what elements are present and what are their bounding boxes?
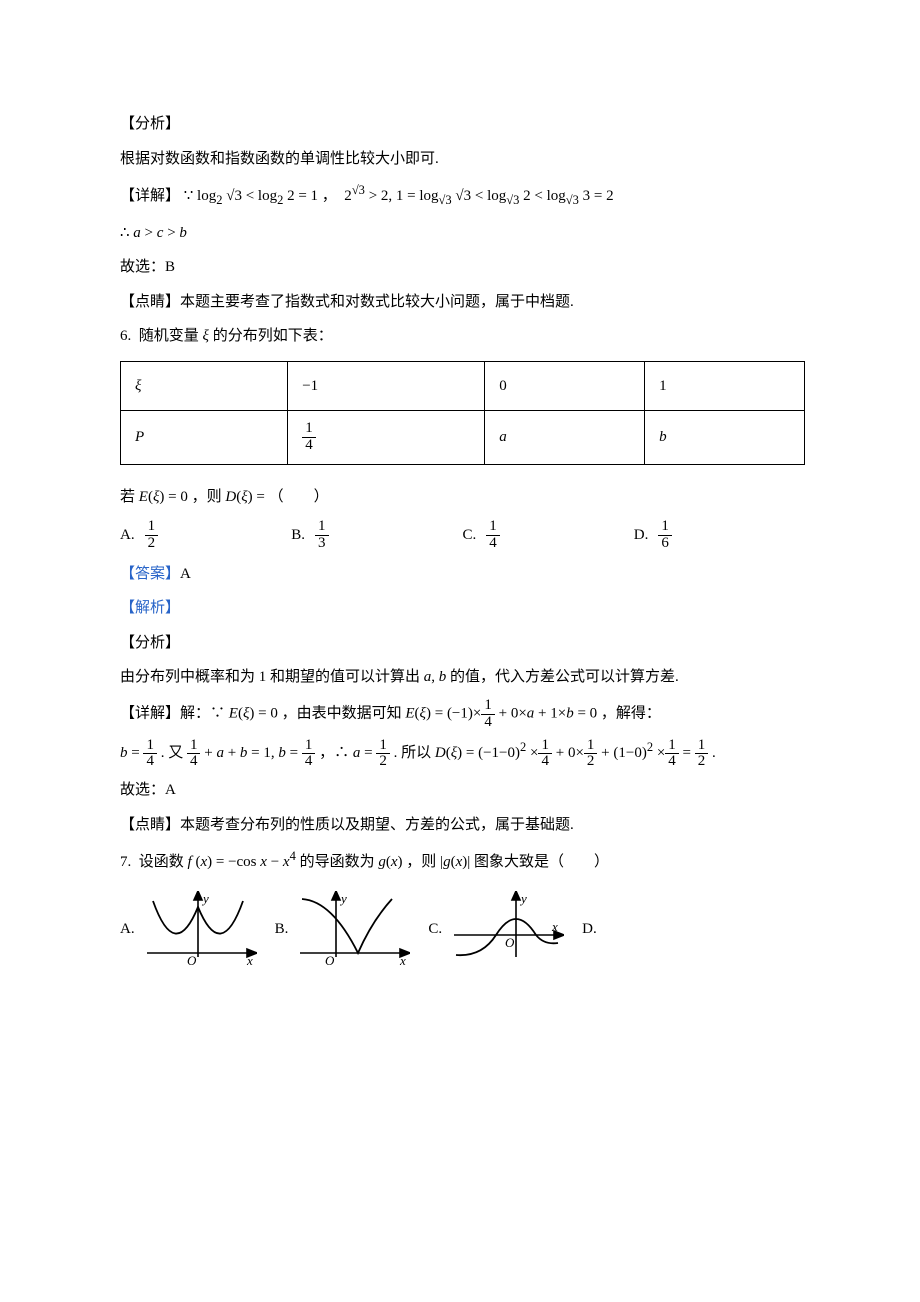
option-label: C. <box>428 915 442 944</box>
q6-stem-text: 随机变量 ξ 的分布列如下表： <box>139 328 333 344</box>
q7-number: 7. <box>120 854 131 870</box>
graph-b-svg: y O x <box>292 891 410 969</box>
q6-analysis-label: 【分析】 <box>120 629 805 658</box>
analysis-label: 【分析】 <box>120 110 805 139</box>
option-label: D. <box>634 521 649 550</box>
table-cell: b <box>645 411 805 465</box>
q6-question: 若 E(ξ) = 0 ，则 D(ξ) = （ ） <box>120 483 805 512</box>
table-cell: ξ <box>121 361 288 411</box>
option-c-graph: C. y O x <box>428 891 564 969</box>
table-row: P 14 a b <box>121 411 805 465</box>
option-label: A. <box>120 915 135 944</box>
svg-text:x: x <box>399 953 406 968</box>
option-label: B. <box>275 915 289 944</box>
q7-options: A. y O x B. y O x <box>120 891 805 969</box>
option-label: C. <box>463 521 477 550</box>
q6-analysis-text: 由分布列中概率和为 1 和期望的值可以计算出 a, b 的值，代入方差公式可以计… <box>120 663 805 692</box>
answer-line: 【答案】A <box>120 560 805 589</box>
option-b: B.13 <box>291 519 462 552</box>
distribution-table: ξ −1 0 1 P 14 a b <box>120 361 805 465</box>
svg-text:y: y <box>201 891 209 906</box>
q6-number: 6. <box>120 328 131 344</box>
q7-stem: 7. 设函数 f (x) = −cos x − x4 的导函数为 g(x) ，则… <box>120 845 805 877</box>
q6-stem: 6. 随机变量 ξ 的分布列如下表： <box>120 322 805 351</box>
table-row: ξ −1 0 1 <box>121 361 805 411</box>
svg-text:O: O <box>187 953 197 968</box>
detail-line: 【详解】 ∵ log2 √3 < log2 2 = 1 ， 2√3 > 2, 1… <box>120 179 805 213</box>
dianjing-1: 【点睛】本题主要考查了指数式和对数式比较大小问题，属于中档题. <box>120 288 805 317</box>
hence-line-2: 故选：A <box>120 776 805 805</box>
option-a: A.12 <box>120 519 291 552</box>
option-a-graph: A. y O x <box>120 891 257 969</box>
hence-line-1: 故选：B <box>120 253 805 282</box>
option-b-graph: B. y O x <box>275 891 411 969</box>
dianjing-text: 本题考查分布列的性质以及期望、方差的公式，属于基础题. <box>180 817 574 833</box>
option-c: C.14 <box>463 519 634 552</box>
option-label: D. <box>582 915 597 944</box>
therefore-line: ∴ a > c > b <box>120 219 805 248</box>
graph-c-svg: y O x <box>446 891 564 969</box>
table-cell: 14 <box>288 411 485 465</box>
option-label: B. <box>291 521 305 550</box>
option-label: A. <box>120 521 135 550</box>
analysis-text: 根据对数函数和指数函数的单调性比较大小即可. <box>120 145 805 174</box>
svg-text:x: x <box>246 953 253 968</box>
svg-text:O: O <box>325 953 335 968</box>
answer-value: A <box>180 566 191 582</box>
graph-a-svg: y O x <box>139 891 257 969</box>
table-cell: 0 <box>485 361 645 411</box>
option-d-graph: D. <box>582 915 601 944</box>
detail-label: 【详解】 <box>120 705 180 721</box>
q6-options: A.12 B.13 C.14 D.16 <box>120 519 805 552</box>
table-cell: −1 <box>288 361 485 411</box>
table-cell: a <box>485 411 645 465</box>
dianjing-label: 【点睛】 <box>120 294 180 310</box>
q6-detail-1: 【详解】解：∵ E(ξ) = 0 ，由表中数据可知 E(ξ) = (−1)×14… <box>120 698 805 731</box>
svg-text:x: x <box>551 919 558 934</box>
option-d: D.16 <box>634 519 805 552</box>
svg-text:y: y <box>339 891 347 906</box>
svg-text:y: y <box>519 891 527 906</box>
detail-label: 【详解】 <box>120 188 180 204</box>
q6-detail-2: b = 14 . 又 14 + a + b = 1, b = 14 ，∴ a =… <box>120 736 805 770</box>
jiexi-label: 【解析】 <box>120 594 805 623</box>
svg-text:O: O <box>505 935 515 950</box>
answer-label: 【答案】 <box>120 566 180 582</box>
dianjing-text: 本题主要考查了指数式和对数式比较大小问题，属于中档题. <box>180 294 574 310</box>
dianjing-2: 【点睛】本题考查分布列的性质以及期望、方差的公式，属于基础题. <box>120 811 805 840</box>
table-cell: 1 <box>645 361 805 411</box>
dianjing-label: 【点睛】 <box>120 817 180 833</box>
table-cell: P <box>121 411 288 465</box>
math-expr-1: ∵ log2 √3 < log2 2 = 1 ， 2√3 > 2, 1 = lo… <box>184 188 614 204</box>
